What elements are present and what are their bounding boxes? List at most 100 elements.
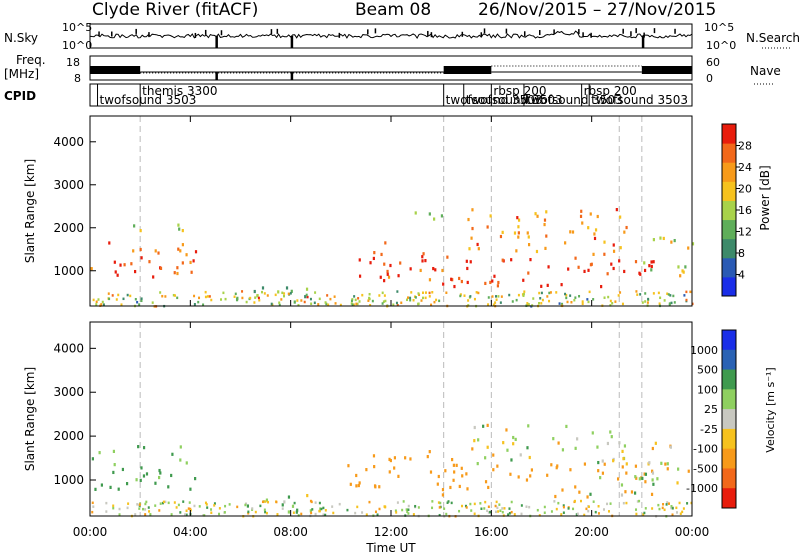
- heatmap-cell: [297, 514, 300, 517]
- heatmap-cell: [525, 478, 529, 482]
- heatmap-cell: [471, 447, 474, 451]
- heatmap-cell: [158, 468, 161, 473]
- heatmap-cell: [139, 247, 142, 252]
- heatmap-cell: [197, 300, 200, 304]
- heatmap-cell: [176, 296, 179, 300]
- heatmap-cell: [384, 505, 387, 509]
- heatmap-cell: [147, 506, 150, 509]
- heatmap-cell: [496, 506, 499, 510]
- nsky-spike: [338, 32, 341, 38]
- heatmap-cell: [527, 243, 531, 247]
- heatmap-cell: [471, 226, 474, 231]
- heatmap-cell: [185, 509, 188, 513]
- heatmap-cell: [545, 210, 548, 214]
- heatmap-cell: [260, 290, 263, 294]
- heatmap-cell: [383, 262, 386, 266]
- heatmap-cell: [482, 424, 485, 428]
- heatmap-cell: [544, 246, 547, 250]
- heatmap-cell: [455, 463, 458, 467]
- heatmap-cell: [393, 456, 397, 460]
- heatmap-cell: [105, 510, 108, 513]
- heatmap-cell: [451, 457, 454, 462]
- heatmap-cell: [501, 507, 504, 510]
- heatmap-cell: [188, 501, 191, 504]
- heatmap-cell: [193, 504, 196, 508]
- heatmap-cell: [332, 511, 335, 515]
- heatmap-cell: [190, 270, 193, 274]
- heatmap-cell: [648, 461, 651, 465]
- heatmap-cell: [236, 505, 239, 509]
- heatmap-cell: [421, 259, 424, 263]
- beam-label: Beam 08: [355, 0, 431, 20]
- heatmap-cell: [281, 507, 284, 510]
- heatmap-cell: [354, 511, 357, 515]
- colorbar-segment: [722, 200, 736, 221]
- heatmap-cell: [142, 446, 146, 450]
- heatmap-cell: [406, 298, 409, 302]
- heatmap-cell: [102, 303, 105, 306]
- heatmap-cell: [388, 457, 391, 461]
- heatmap-cell: [487, 296, 490, 299]
- heatmap-cell: [561, 488, 564, 492]
- heatmap-cell: [444, 469, 447, 473]
- heatmap-cell: [471, 208, 474, 212]
- freq-label-line1: Freq.: [16, 53, 46, 67]
- nsky-trace: [89, 28, 693, 48]
- heatmap-cell: [198, 296, 201, 300]
- heatmap-cell: [373, 251, 376, 255]
- heatmap-cell: [424, 259, 427, 263]
- freq-gap-marker: [290, 72, 294, 80]
- heatmap-cell: [361, 511, 364, 514]
- heatmap-cell: [378, 485, 381, 489]
- heatmap-cell: [505, 428, 508, 432]
- heatmap-cell: [376, 513, 379, 516]
- heatmap-cell: [638, 477, 641, 481]
- heatmap-cell: [660, 461, 663, 465]
- colorbar-segment: [722, 143, 736, 163]
- heatmap-cell: [266, 294, 269, 297]
- heatmap-cell: [560, 513, 563, 516]
- heatmap-cell: [576, 512, 579, 516]
- heatmap-cell: [573, 298, 576, 302]
- heatmap-cell: [650, 264, 653, 269]
- heatmap-cell: [179, 249, 182, 253]
- heatmap-cell: [432, 266, 435, 271]
- heatmap-cell: [431, 291, 434, 294]
- heatmap-cell: [644, 300, 647, 303]
- heatmap-cell: [652, 238, 655, 242]
- heatmap-cell: [300, 299, 303, 302]
- heatmap-cell: [638, 499, 641, 503]
- heatmap-cell: [220, 298, 223, 301]
- heatmap-cell: [297, 304, 300, 307]
- heatmap-cell: [283, 294, 286, 298]
- colorbar-tick-label: 24: [738, 161, 752, 174]
- heatmap-cell: [517, 475, 520, 479]
- heatmap-cell: [162, 500, 165, 504]
- heatmap-cell: [95, 303, 98, 306]
- heatmap-cell: [121, 467, 125, 472]
- nsky-spike: [590, 32, 592, 38]
- heatmap-cell: [618, 259, 621, 263]
- heatmap-cell: [441, 488, 445, 492]
- heatmap-cell: [395, 511, 398, 514]
- heatmap-cell: [617, 294, 620, 297]
- heatmap-cell: [652, 292, 655, 295]
- heatmap-cell: [434, 268, 437, 272]
- heatmap-cell: [193, 294, 196, 298]
- heatmap-cell: [540, 302, 543, 305]
- nsky-spike: [539, 30, 541, 36]
- heatmap-cell: [428, 295, 431, 298]
- colorbar-tick-label: 100: [697, 383, 718, 396]
- heatmap-cell: [463, 294, 466, 297]
- heatmap-cell: [433, 217, 436, 221]
- colorbar-segment: [722, 162, 736, 182]
- nsky-strip: N.Sky 10^5 10^0 10^5 10^0 N.Search: [4, 21, 800, 52]
- heatmap-cell: [588, 290, 591, 294]
- heatmap-cell: [164, 295, 167, 298]
- heatmap-cell: [305, 287, 309, 291]
- nsky-gap-marker: [290, 36, 294, 48]
- heatmap-cell: [358, 274, 362, 278]
- heatmap-cell: [372, 256, 375, 261]
- velocity-ylabel: Slant Range [km]: [23, 367, 37, 471]
- heatmap-cell: [565, 424, 568, 429]
